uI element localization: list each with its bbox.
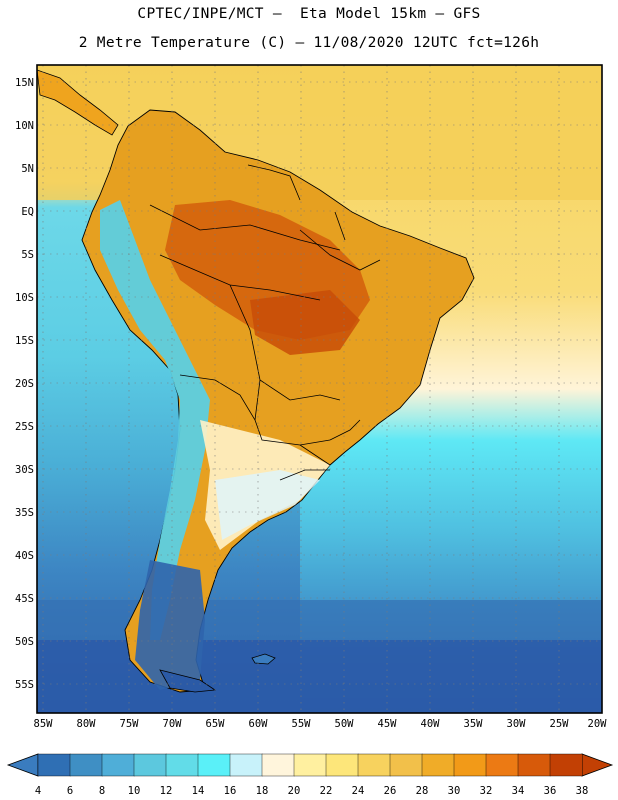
pampas-cool-field [215,470,320,540]
colorbar-label: 14 [192,785,205,797]
country-borders [149,164,381,481]
subpolar-band [37,600,602,640]
colorbar-label: 18 [256,785,269,797]
lon-label: 25W [550,718,570,730]
colorbar-swatch [293,753,327,777]
colorbar-label: 10 [128,785,141,797]
colorbar-swatch [69,753,103,777]
andes-cold-strip [100,200,210,640]
colorbar-swatch [357,753,391,777]
colorbar-swatch [261,753,295,777]
colorbar-label: 34 [512,785,525,797]
colorbar-label: 38 [576,785,589,797]
colorbar-label: 20 [288,785,301,797]
colorbar-swatch [197,753,231,777]
colorbar-label: 4 [35,785,41,797]
lon-label: 20W [588,718,608,730]
graticule [37,65,602,713]
colorbar-label: 26 [384,785,397,797]
colorbar-label: 32 [480,785,493,797]
colorbar-swatch [549,753,583,777]
colorbar-label: 6 [67,785,73,797]
colorbar-swatch [485,753,519,777]
map-frame [36,64,603,714]
latitude-axis: 15N 10N 5N EQ 5S 10S 15S 20S 25S 30S 35S… [15,77,34,691]
lat-label: EQ [21,206,34,218]
colorbar-swatch [165,753,199,777]
colorbar-label: 16 [224,785,237,797]
lon-label: 65W [206,718,226,730]
lat-label: 15S [15,335,34,347]
tierra-del-fuego [159,669,217,693]
colorbar-label: 12 [160,785,173,797]
colorbar-label: 8 [99,785,105,797]
colorbar-swatch [133,753,167,777]
lat-label: 10S [15,292,34,304]
map-field [37,65,602,713]
colorbar-label: 36 [544,785,557,797]
lon-label: 85W [34,718,54,730]
lat-label: 30S [15,464,34,476]
colorbar-label: 24 [352,785,365,797]
colorbar-swatch [453,753,487,777]
lat-label: 35S [15,507,34,519]
lat-label: 25S [15,421,34,433]
colorbar: 4 6 8 10 12 14 16 18 20 22 24 26 28 30 3… [6,753,614,797]
lon-label: 40W [421,718,441,730]
lat-label: 45S [15,593,34,605]
colorbar-swatch [325,753,359,777]
colorbar-swatch [37,753,71,777]
lon-label: 50W [335,718,355,730]
lon-label: 45W [378,718,398,730]
lon-label: 35W [464,718,484,730]
longitude-axis: 85W 80W 75W 70W 65W 60W 55W 50W 45W 40W … [34,718,608,730]
colorbar-swatch [517,753,551,777]
colorbar-swatch [101,753,135,777]
lat-label: 15N [15,77,34,89]
colorbar-left-arrow [6,753,39,777]
patagonia-cold-zone [135,560,205,690]
lat-label: 20S [15,378,34,390]
colorbar-label: 30 [448,785,461,797]
map-title-line-1: CPTEC/INPE/MCT – Eta Model 15km – GFS [137,6,481,22]
colorbar-labels: 4 6 8 10 12 14 16 18 20 22 24 26 28 30 3… [35,785,588,797]
lat-label: 5N [21,163,34,175]
lat-label: 50S [15,636,34,648]
map-title-line-2: 2 Metre Temperature (C) – 11/08/2020 12U… [78,35,540,51]
lat-label: 5S [21,249,34,261]
lon-label: 55W [292,718,312,730]
colorbar-swatches [37,753,583,777]
lon-label: 70W [163,718,183,730]
colorbar-label: 22 [320,785,333,797]
colorbar-label: 28 [416,785,429,797]
lon-label: 75W [120,718,140,730]
central-america-landmass [37,69,119,136]
southern-cold-band [37,640,602,713]
lat-label: 55S [15,679,34,691]
lon-label: 30W [507,718,527,730]
lat-label: 10N [15,120,34,132]
colorbar-swatch [389,753,423,777]
lon-label: 80W [77,718,97,730]
colorbar-swatch [421,753,455,777]
colorbar-swatch [229,753,263,777]
lat-label: 40S [15,550,34,562]
colorbar-right-arrow [581,753,614,777]
central-brazil-core [250,290,360,355]
lon-label: 60W [249,718,269,730]
